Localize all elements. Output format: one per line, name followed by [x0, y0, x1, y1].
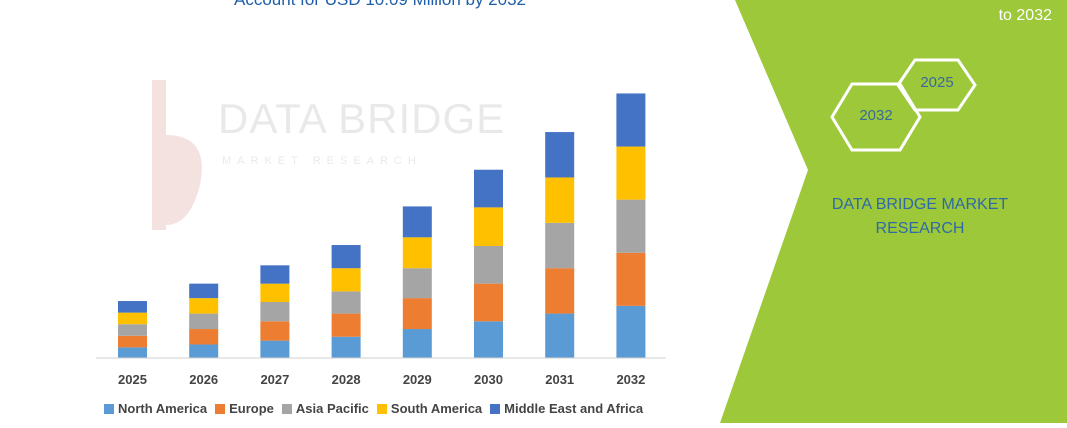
x-tick-label: 2027: [260, 372, 289, 387]
bar-segment-2030-2: [474, 246, 503, 284]
bar-segment-2026-2: [189, 313, 219, 330]
legend-label: Asia Pacific: [295, 401, 369, 416]
bar-segment-2029-3: [402, 237, 432, 269]
bar-segment-2025-1: [118, 335, 147, 348]
bar-segment-2031-1: [545, 268, 575, 314]
x-tick-label: 2031: [545, 372, 574, 387]
hexagon-large-label: 2032: [859, 107, 893, 124]
brand-text: DATA BRIDGE MARKET RESEARCH: [831, 196, 1009, 237]
hexagon-small-label: 2025: [920, 74, 954, 91]
bar-segment-2029-0: [402, 329, 432, 358]
bar-segment-2030-1: [474, 283, 503, 322]
legend-swatch: [281, 403, 292, 414]
legend-item: Middle East and Africa: [490, 401, 643, 416]
x-tick-label: 2032: [616, 372, 645, 387]
bar-segment-2027-1: [260, 321, 290, 341]
x-tick-label: 2028: [332, 372, 361, 387]
bar-segment-2025-2: [118, 324, 147, 336]
bar-segment-2027-3: [260, 283, 290, 302]
bar-segment-2030-3: [474, 207, 503, 246]
bar-segment-2025-4: [118, 301, 147, 313]
bar-segment-2028-3: [331, 268, 361, 292]
bar-segment-2028-0: [331, 336, 361, 358]
bar-segment-2026-0: [189, 344, 219, 358]
bar-segment-2032-1: [616, 252, 646, 306]
bar-segment-2032-2: [616, 199, 646, 253]
bar-segment-2031-0: [545, 313, 575, 358]
bar-segment-2031-3: [545, 177, 575, 223]
bar-chart: 2025 2026 2027 2028 2029 2030 2031 2032: [96, 93, 666, 387]
bar-segment-2029-2: [402, 268, 432, 299]
bar-segment-2028-1: [331, 313, 361, 337]
x-tick-label: 2026: [189, 372, 218, 387]
legend-label: North America: [118, 401, 208, 416]
x-tick-label: 2025: [118, 372, 147, 387]
bar-segment-2031-2: [545, 222, 575, 269]
bar-segment-2030-4: [474, 169, 503, 208]
legend-item: South America: [376, 401, 483, 416]
legend-label: Middle East and Africa: [504, 401, 644, 416]
chart-title: Account for USD 10.09 Million by 2032: [150, 0, 610, 10]
panel-period-text: to 2032: [998, 7, 1052, 24]
bar-segment-2026-1: [189, 329, 219, 345]
legend-swatch: [215, 403, 226, 414]
x-tick-label: 2030: [474, 372, 503, 387]
legend-label: Europe: [229, 401, 274, 416]
bar-segment-2032-3: [616, 146, 646, 200]
bar-segment-2032-4: [616, 93, 646, 147]
bar-segment-2030-0: [474, 321, 503, 358]
bar-segment-2032-0: [616, 305, 646, 358]
bar-segment-2025-3: [118, 312, 147, 325]
legend-item: Asia Pacific: [281, 401, 369, 416]
x-tick-label: 2029: [403, 372, 432, 387]
bar-segment-2026-4: [189, 283, 219, 299]
legend-item: North America: [104, 401, 207, 416]
legend-swatch: [104, 403, 114, 414]
bar-segment-2028-2: [331, 291, 361, 314]
bar-segment-2029-1: [402, 298, 432, 330]
chart-legend: North America Europe Asia Pacific South Ame…: [104, 401, 651, 416]
x-tick-labels: 2025 2026 2027 2028 2029 2030 2031 2032: [118, 372, 645, 387]
legend-swatch: [376, 403, 387, 414]
legend-label: South America: [390, 401, 483, 416]
bar-segment-2027-0: [260, 340, 290, 358]
hexagon-large: [830, 82, 922, 152]
bar-segment-2031-4: [545, 132, 575, 178]
bars-layer: [118, 93, 646, 358]
legend-item: Europe: [215, 401, 274, 416]
bar-segment-2027-4: [260, 265, 290, 284]
bar-segment-2027-2: [260, 302, 290, 322]
bar-segment-2029-4: [402, 206, 432, 238]
bar-segment-2028-4: [331, 245, 361, 269]
bar-segment-2025-0: [118, 347, 147, 358]
legend-swatch: [490, 403, 501, 414]
bar-segment-2026-3: [189, 298, 219, 314]
